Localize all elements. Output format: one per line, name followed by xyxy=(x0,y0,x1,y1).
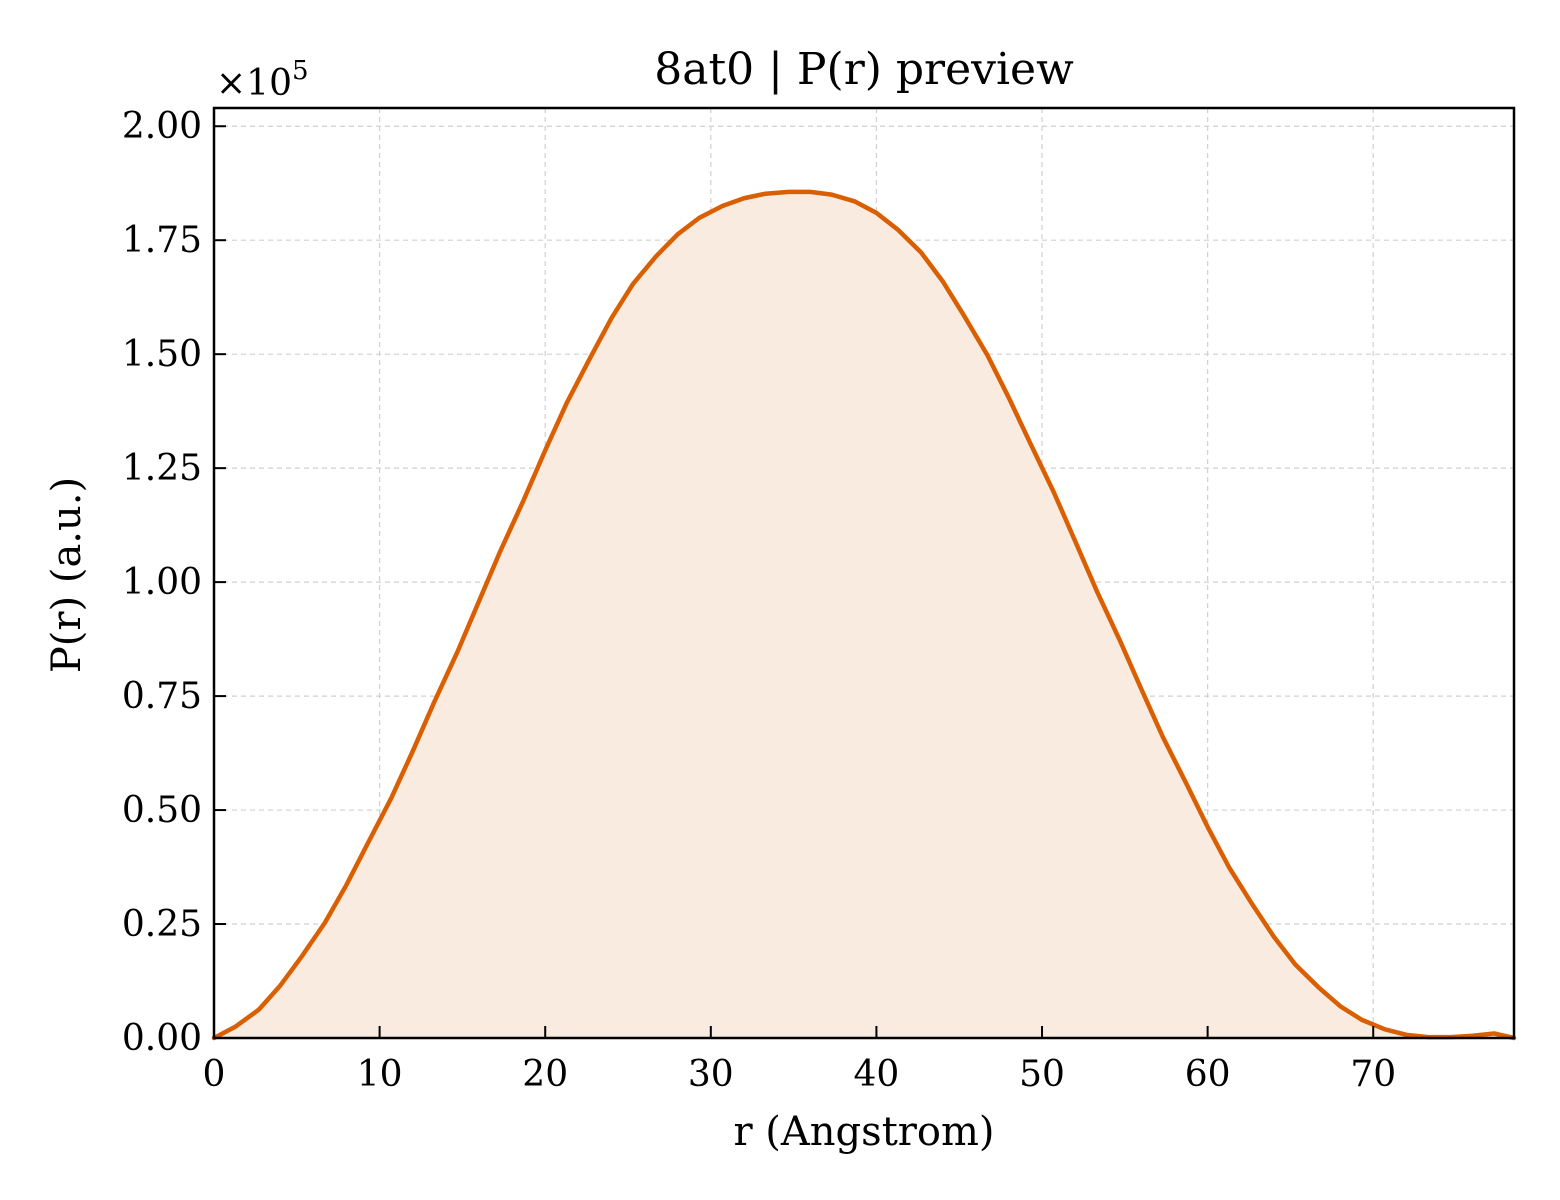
x-tick-label: 30 xyxy=(688,1054,734,1095)
y-tick-label: 0.50 xyxy=(122,790,202,831)
area-fill xyxy=(214,191,1514,1038)
y-tick-label: 1.25 xyxy=(122,448,202,489)
y-tick-label: 1.00 xyxy=(122,562,202,603)
plot-frame xyxy=(212,106,1516,1040)
y-tick-label: 2.00 xyxy=(122,106,202,147)
x-axis-label: r (Angstrom) xyxy=(733,1109,994,1155)
y-tick-label: 0.75 xyxy=(122,676,202,717)
y-tick-label: 0.00 xyxy=(122,1018,202,1059)
y-tick-label: 0.25 xyxy=(122,904,202,945)
x-tick-label: 40 xyxy=(854,1054,900,1095)
x-tick-label: 50 xyxy=(1019,1054,1065,1095)
x-tick-label: 0 xyxy=(203,1054,226,1095)
y-tick-label: 1.75 xyxy=(122,220,202,261)
ticks xyxy=(213,125,1375,1039)
x-tick-label: 10 xyxy=(357,1054,403,1095)
y-tick-label: 1.50 xyxy=(122,334,202,375)
y-axis-multiplier: ×105 xyxy=(216,56,309,104)
x-tick-label: 20 xyxy=(522,1054,568,1095)
chart-title: 8at0 | P(r) preview xyxy=(654,44,1074,95)
x-tick-label: 60 xyxy=(1185,1054,1231,1095)
y-multiplier-base: ×10 xyxy=(216,63,292,104)
tick-labels: 0 10 20 30 40 50 60 70 0.00 0.25 0.50 0.75 1.00 1.25 1… xyxy=(122,106,1396,1095)
y-multiplier-exponent: 5 xyxy=(292,56,309,86)
x-tick-label: 70 xyxy=(1350,1054,1396,1095)
series-line xyxy=(211,189,1517,1041)
y-axis-label: P(r) (a.u.) xyxy=(44,477,90,673)
